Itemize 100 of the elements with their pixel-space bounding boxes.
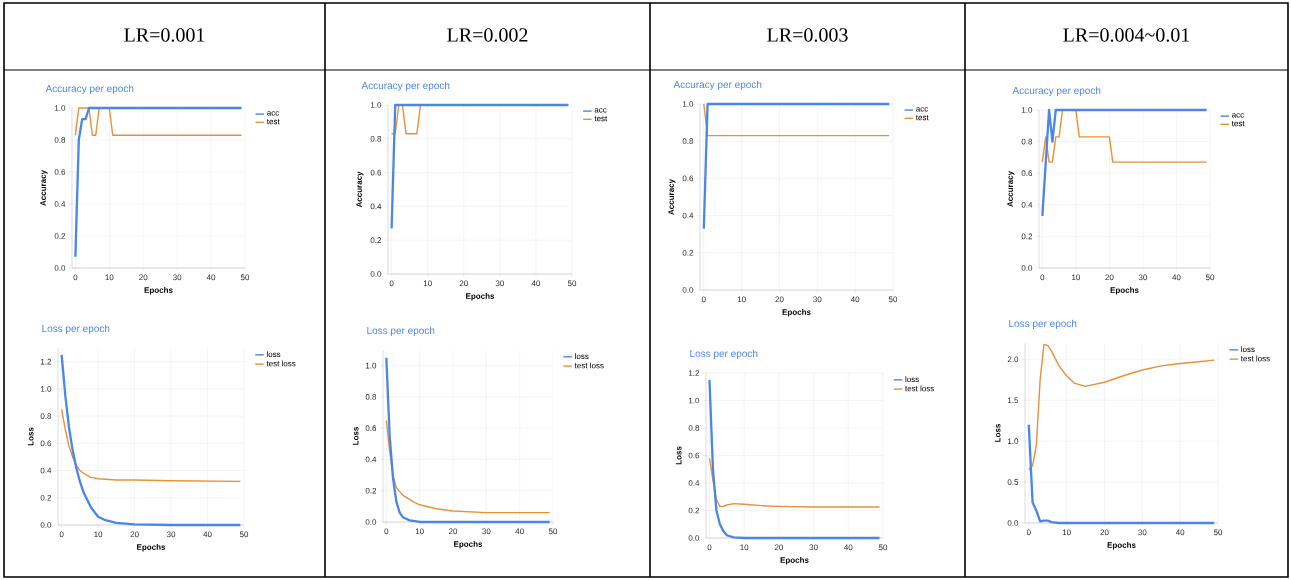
y-tick-label: 1.2 — [40, 358, 52, 365]
y-tick-label: 0.8 — [370, 135, 382, 142]
y-tick-label: 1.0 — [682, 101, 694, 107]
x-axis-title: Epochs — [137, 544, 166, 552]
y-tick-label: 0.4 — [54, 201, 66, 207]
y-tick-label: 0.2 — [370, 237, 382, 244]
x-axis-title: Epochs — [1110, 287, 1139, 295]
y-tick-label: 0.4 — [1021, 201, 1033, 208]
y-tick-label: 0.6 — [365, 425, 377, 431]
x-tick-label: 20 — [130, 531, 139, 538]
x-tick-label: 10 — [737, 296, 746, 303]
legend-label: test loss — [266, 360, 296, 367]
y-tick-label: 0.8 — [682, 138, 694, 145]
y-tick-label: 0.4 — [370, 203, 382, 210]
legend-label: loss — [266, 351, 281, 358]
y-tick-label: 0.0 — [1007, 520, 1019, 526]
chart-title: Loss per epoch — [367, 326, 435, 337]
y-tick-label: 0.6 — [1021, 170, 1033, 177]
y-tick-label: 0.4 — [682, 212, 694, 219]
x-tick-label: 50 — [239, 531, 249, 538]
y-axis-title: Loss — [27, 427, 34, 446]
y-tick-label: 0.0 — [54, 265, 66, 271]
x-axis-title: Epochs — [144, 287, 173, 295]
x-tick-label: 20 — [775, 296, 784, 303]
x-tick-label: 20 — [448, 528, 458, 535]
y-tick-label: 1.0 — [370, 102, 382, 108]
y-tick-label: 2.0 — [1007, 356, 1019, 363]
chart-title: LR=0.001 — [124, 28, 205, 42]
line-series — [1028, 343, 1215, 471]
line-series — [60, 408, 242, 483]
chart-subtitle: Accuracy per epoch — [1012, 86, 1101, 97]
y-tick-label: 1.0 — [40, 386, 52, 392]
x-tick-label: 30 — [173, 274, 182, 281]
chart-title: Loss per epoch — [690, 349, 758, 360]
y-tick-label: 1.0 — [688, 397, 700, 404]
y-tick-label: 0.4 — [688, 480, 700, 486]
y-tick-label: 1.0 — [365, 362, 377, 369]
y-tick-label: 0.6 — [40, 440, 52, 447]
x-tick-label: 0 — [1040, 274, 1045, 281]
x-tick-label: 10 — [1062, 529, 1071, 536]
legend-label: loss — [1241, 346, 1255, 353]
y-tick-label: 0.2 — [365, 487, 377, 494]
chart-title: LR=0.003 — [767, 28, 848, 42]
y-tick-label: 0.2 — [688, 507, 700, 514]
y-tick-label: 1.0 — [1021, 107, 1033, 113]
legend-label: test — [266, 118, 280, 125]
y-tick-label: 0.2 — [54, 233, 66, 239]
chart-title: LR=0.002 — [447, 28, 528, 42]
x-tick-label: 40 — [203, 531, 212, 538]
x-tick-label: 40 — [1175, 529, 1185, 536]
legend-label: test loss — [905, 385, 935, 392]
legend-label: loss — [575, 353, 589, 360]
chart-title: Loss per epoch — [42, 324, 110, 335]
y-tick-label: 0.2 — [40, 494, 52, 501]
x-tick-label: 10 — [740, 544, 749, 551]
legend-label: acc — [267, 111, 280, 116]
x-tick-label: 0 — [1026, 529, 1031, 536]
y-tick-label: 0.6 — [688, 452, 700, 459]
y-axis-title: Accuracy — [40, 170, 48, 206]
x-tick-label: 10 — [105, 274, 114, 281]
y-tick-label: 0.8 — [365, 394, 377, 400]
x-tick-label: 20 — [139, 274, 148, 281]
y-tick-label: 0.0 — [370, 271, 382, 277]
y-axis-title: Loss — [352, 426, 359, 445]
line-series — [74, 106, 243, 258]
x-tick-label: 30 — [813, 296, 822, 303]
y-axis-title: Accuracy — [1007, 171, 1015, 207]
y-tick-label: 0.0 — [682, 287, 694, 293]
y-axis-title: Accuracy — [668, 179, 676, 215]
y-tick-label: 0.8 — [40, 413, 52, 419]
chart-subtitle: Accuracy per epoch — [361, 81, 450, 92]
x-tick-label: 0 — [707, 544, 712, 551]
x-tick-label: 30 — [809, 544, 818, 551]
x-tick-label: 20 — [1100, 529, 1109, 536]
y-tick-label: 0.5 — [1007, 479, 1019, 485]
y-tick-label: 0.0 — [1021, 265, 1033, 271]
legend-label: test loss — [1240, 355, 1270, 362]
line-series — [708, 457, 881, 508]
legend-label: loss — [905, 376, 919, 383]
x-tick-label: 50 — [1205, 274, 1215, 281]
x-tick-label: 20 — [774, 544, 784, 551]
x-axis-title: Epochs — [782, 309, 811, 317]
x-tick-label: 40 — [515, 528, 524, 535]
x-tick-label: 10 — [415, 528, 424, 535]
x-tick-label: 40 — [844, 544, 853, 551]
y-tick-label: 0.0 — [688, 535, 700, 541]
x-tick-label: 50 — [567, 280, 577, 287]
y-tick-label: 0.8 — [54, 137, 66, 143]
x-tick-label: 40 — [1172, 274, 1181, 281]
y-axis-title: Loss — [675, 446, 682, 465]
x-tick-label: 50 — [240, 274, 250, 281]
x-tick-label: 20 — [459, 280, 468, 287]
x-tick-label: 40 — [206, 274, 216, 281]
legend-label: acc — [916, 107, 929, 112]
y-tick-label: 1.2 — [688, 370, 700, 376]
x-tick-label: 40 — [850, 296, 860, 303]
x-tick-label: 30 — [1138, 529, 1147, 536]
chart-subtitle: Accuracy per epoch — [673, 80, 762, 91]
y-tick-label: 0.2 — [682, 249, 694, 256]
y-axis-title: Loss — [994, 423, 1001, 442]
